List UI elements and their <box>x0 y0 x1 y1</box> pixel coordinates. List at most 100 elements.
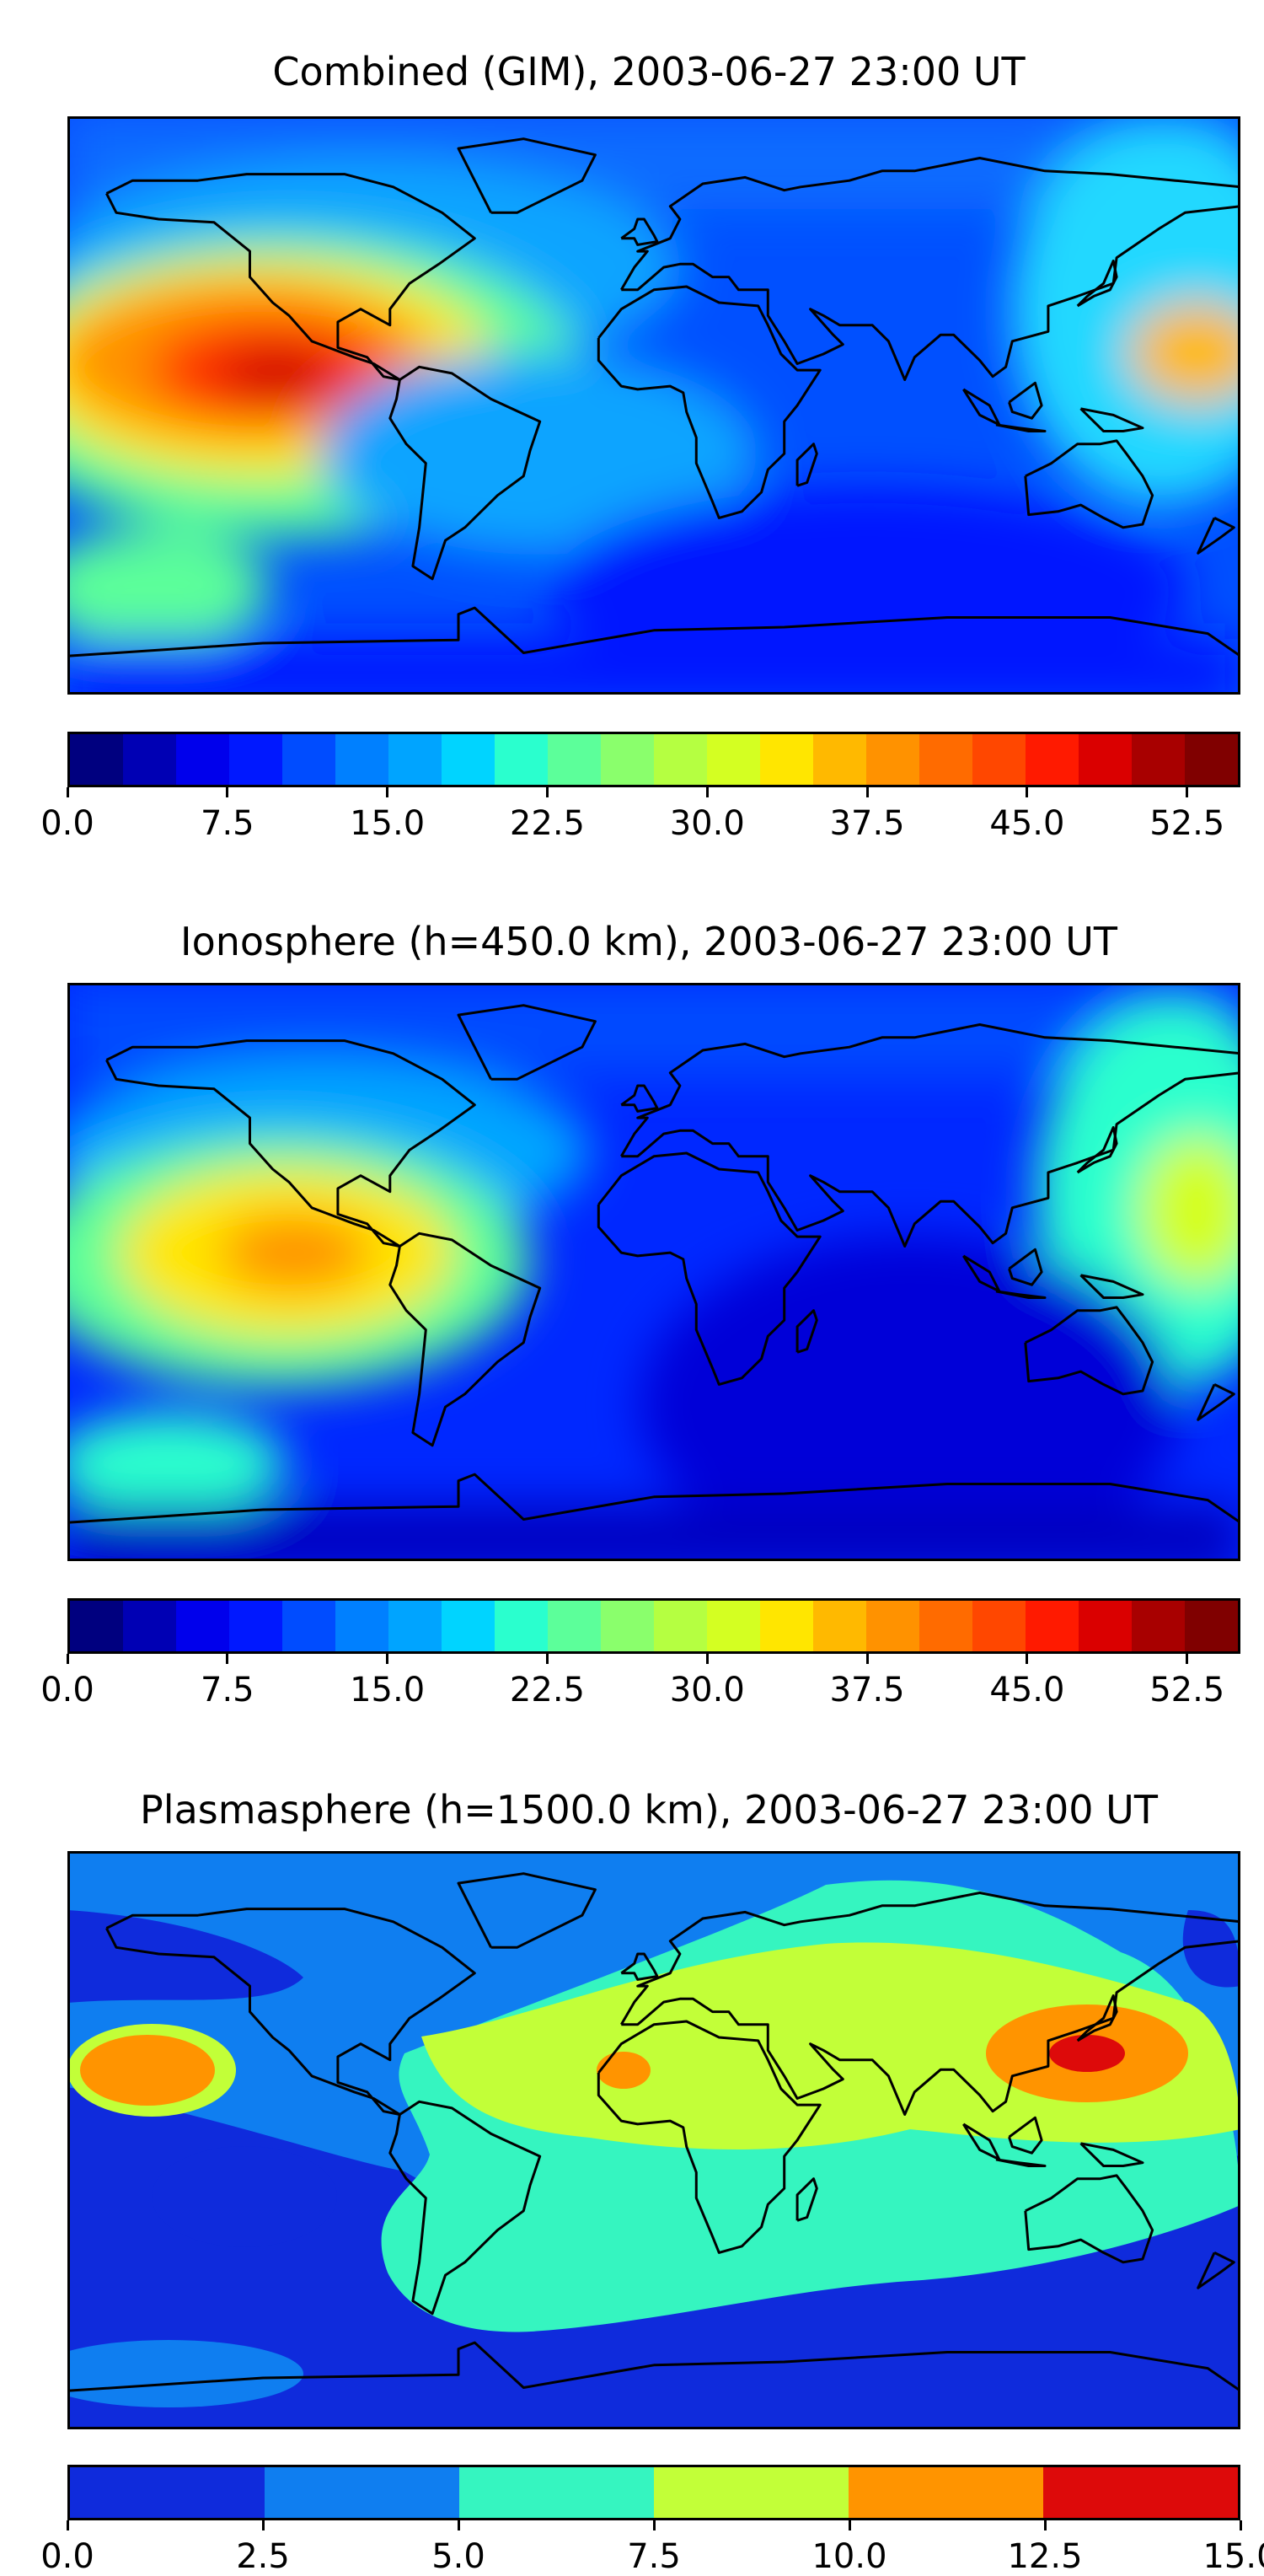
colorbar-swatch <box>229 734 282 785</box>
colorbar-tick-mark <box>1239 2520 1242 2530</box>
colorbar-swatch <box>388 1601 442 1651</box>
coastline-0 <box>105 1908 476 2116</box>
colorbar-swatch <box>265 2467 459 2518</box>
ionosphere-map-canvas <box>67 983 1240 1561</box>
colorbar-swatch <box>442 1601 495 1651</box>
colorbar-tick-label: 12.5 <box>1007 2537 1083 2576</box>
colorbar-swatch <box>495 734 548 785</box>
colorbar-swatch <box>335 1601 388 1651</box>
coastline-8 <box>620 1084 659 1113</box>
coastline-12 <box>1008 1248 1043 1286</box>
colorbar-swatch <box>760 1601 813 1651</box>
colorbar-swatch <box>282 734 335 785</box>
colorbar-tick-label: 15.0 <box>350 804 426 843</box>
plasmasphere-tec-map <box>67 1851 1240 2429</box>
colorbar-tick-mark <box>545 787 549 797</box>
colorbar-swatch <box>972 734 1026 785</box>
colorbar-tick-mark <box>1186 787 1189 797</box>
combined-tec-map <box>67 116 1240 695</box>
coastline-9 <box>795 1309 818 1354</box>
colorbar-swatch <box>813 1601 866 1651</box>
colorbar-swatch <box>548 734 601 785</box>
coastline-2 <box>457 1004 597 1081</box>
colorbar-tick-label: 45.0 <box>989 804 1065 843</box>
colorbar-swatch <box>548 1601 601 1651</box>
plasmasphere-colorbar <box>67 2465 1240 2520</box>
colorbar-swatch <box>123 734 176 785</box>
colorbar-tick-label: 7.5 <box>201 1671 254 1709</box>
coastline-3 <box>620 1023 1240 1248</box>
plasmasphere-map-frame <box>67 1851 1240 2429</box>
coastline-1 <box>388 2100 542 2316</box>
coastlines <box>67 1872 1240 2392</box>
colorbar-tick-mark <box>1043 2520 1047 2530</box>
colorbar-swatch <box>866 1601 919 1651</box>
coastline-11 <box>995 423 1047 432</box>
colorbar-tick-label: 5.0 <box>431 2537 485 2576</box>
colorbar-tick-label: 10.0 <box>811 2537 887 2576</box>
plasmasphere-colorbar-ticks: 0.0 2.5 5.0 7.5 10.0 12.5 15.0 <box>40 2520 1264 2576</box>
colorbar-swatch <box>654 734 707 785</box>
coastline-2 <box>457 1872 597 1949</box>
colorbar-swatch <box>1185 1601 1238 1651</box>
colorbar-swatch <box>866 734 919 785</box>
coastline-13 <box>1079 407 1144 432</box>
combined-map-frame <box>67 116 1240 695</box>
colorbar-tick-mark <box>66 1654 69 1664</box>
ionosphere-tec-map <box>67 983 1240 1561</box>
colorbar-swatch <box>1026 734 1079 785</box>
colorbar-swatch <box>707 1601 760 1651</box>
colorbar-swatch <box>70 734 123 785</box>
colorbar-swatch <box>459 2467 654 2518</box>
coastline-5 <box>1024 439 1154 529</box>
colorbar-tick-label: 15.0 <box>1202 2537 1264 2576</box>
colorbar-tick-mark <box>705 787 709 797</box>
colorbar-swatch <box>70 1601 123 1651</box>
map-title-plasmasphere: Plasmasphere (h=1500.0 km), 2003-06-27 2… <box>140 1787 1158 1833</box>
colorbar-swatch <box>1132 734 1185 785</box>
coastline-0 <box>105 1039 476 1248</box>
coastline-8 <box>620 217 659 246</box>
coastline-5 <box>1024 1306 1154 1396</box>
colorbar-tick-label: 0.0 <box>40 2537 94 2576</box>
colorbar-tick-mark <box>865 787 869 797</box>
coastline-12 <box>1008 381 1043 420</box>
combined-colorbar-ticks: 0.0 7.5 15.0 22.5 30.0 37.5 45.0 52.5 <box>40 787 1240 843</box>
colorbar-tick-label: 15.0 <box>350 1671 426 1709</box>
coastline-7 <box>1076 260 1118 308</box>
coastline-1 <box>388 365 542 581</box>
colorbar-tick-label: 0.0 <box>40 1671 94 1709</box>
ionosphere-colorbar <box>67 1598 1240 1654</box>
coastline-13 <box>1079 2142 1144 2167</box>
coastline-5 <box>1024 2174 1154 2264</box>
colorbar-swatch <box>1079 1601 1132 1651</box>
colorbar-swatch <box>335 734 388 785</box>
colorbar-tick-label: 0.0 <box>40 804 94 843</box>
colorbar-swatch <box>972 1601 1026 1651</box>
colorbar-tick-label: 45.0 <box>989 1671 1065 1709</box>
plasmasphere-map-canvas <box>67 1851 1240 2429</box>
coastline-3 <box>620 1892 1240 2116</box>
colorbar-swatch <box>176 1601 229 1651</box>
colorbar-swatch <box>229 1601 282 1651</box>
coastline-13 <box>1079 1274 1144 1299</box>
colorbar-swatch <box>70 2467 265 2518</box>
colorbar-tick-mark <box>386 787 389 797</box>
colorbar-swatch <box>919 1601 972 1651</box>
colorbar-tick-label: 2.5 <box>236 2537 290 2576</box>
colorbar-tick-mark <box>261 2520 265 2530</box>
colorbar-tick-mark <box>652 2520 656 2530</box>
colorbar-tick-mark <box>545 1654 549 1664</box>
colorbar-swatch <box>442 734 495 785</box>
coastline-6 <box>67 1473 1240 1524</box>
colorbar-tick-mark <box>865 1654 869 1664</box>
colorbar-tick-mark <box>848 2520 851 2530</box>
colorbar-swatch <box>176 734 229 785</box>
colorbar-tick-label: 37.5 <box>829 1671 905 1709</box>
coastline-14 <box>1197 517 1235 555</box>
colorbar-swatch <box>919 734 972 785</box>
coastline-8 <box>620 1952 659 1981</box>
colorbar-swatch <box>1185 734 1238 785</box>
coastline-0 <box>105 173 476 381</box>
coastline-11 <box>995 2158 1047 2167</box>
